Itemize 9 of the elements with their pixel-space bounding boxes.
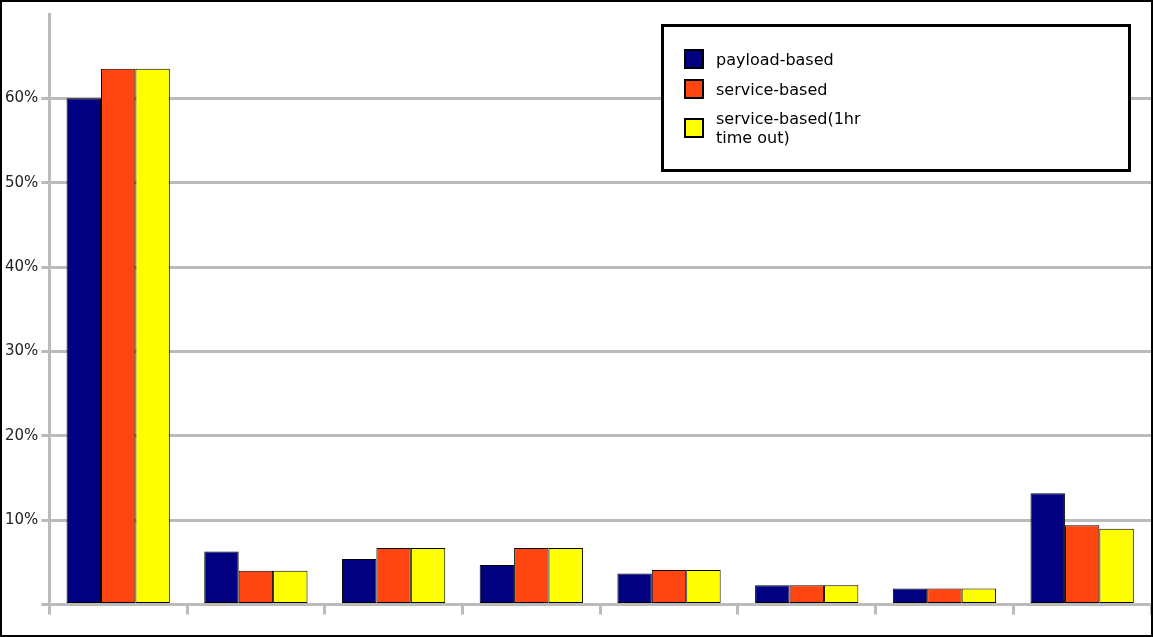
y-tick-label: 50% (5, 172, 39, 191)
legend-label: service-based (716, 79, 828, 99)
legend-label: service-based(1hr time out) (716, 109, 862, 147)
legend-label: payload-based (716, 49, 834, 69)
y-tick-label: 10% (5, 510, 39, 529)
y-tick-label: 40% (5, 257, 39, 275)
y-tick-label: 30% (5, 341, 39, 360)
y-tick-label: 60% (5, 88, 39, 107)
y-tick-label: 20% (5, 425, 39, 444)
